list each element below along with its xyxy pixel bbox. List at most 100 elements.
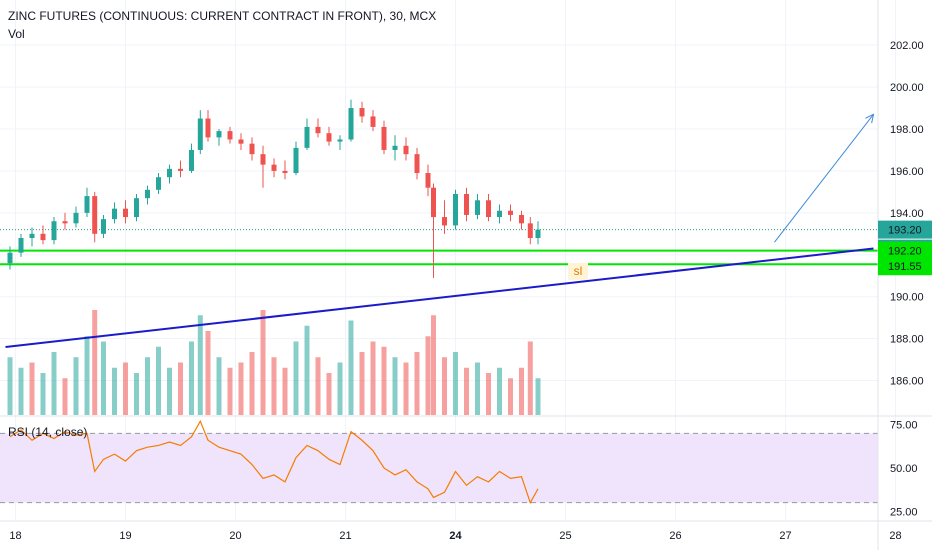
candle-body bbox=[381, 126, 387, 150]
volume-bar bbox=[326, 373, 332, 415]
rsi-tick-label: 25.00 bbox=[890, 506, 918, 518]
volume-bar bbox=[40, 373, 46, 415]
candle-body bbox=[92, 196, 98, 234]
candle-body bbox=[123, 208, 128, 218]
volume-bar bbox=[442, 357, 447, 415]
volume-bar bbox=[271, 357, 277, 415]
volume-bar bbox=[101, 341, 106, 415]
volume-bar bbox=[359, 352, 365, 415]
time-tick-label: 19 bbox=[119, 530, 131, 542]
volume-bar bbox=[51, 352, 57, 415]
volume-bar bbox=[392, 357, 398, 415]
volume-bar bbox=[167, 367, 172, 415]
price-tick-label: 190.00 bbox=[890, 292, 924, 304]
volume-bar bbox=[260, 310, 266, 415]
time-tick-label: 18 bbox=[9, 530, 21, 542]
candle-body bbox=[527, 223, 533, 239]
price-tick-label: 196.00 bbox=[890, 166, 924, 178]
candle-body bbox=[101, 219, 106, 234]
candle-body bbox=[238, 139, 244, 144]
candle-body bbox=[370, 116, 376, 127]
volume-bar bbox=[519, 367, 524, 415]
price-tick-label: 202.00 bbox=[890, 40, 924, 52]
candle-body bbox=[337, 139, 343, 142]
candle-body bbox=[508, 210, 513, 215]
candle-body bbox=[464, 193, 469, 215]
volume-bar bbox=[293, 341, 299, 415]
volume-bar bbox=[475, 362, 480, 415]
price-tick-label: 186.00 bbox=[890, 376, 924, 388]
volume-bar bbox=[304, 325, 310, 415]
candle-body bbox=[326, 133, 332, 142]
rsi-tick-label: 50.00 bbox=[890, 463, 918, 475]
time-tick-label: 25 bbox=[559, 530, 571, 542]
candle-body bbox=[519, 214, 524, 224]
candle-body bbox=[62, 221, 68, 224]
candle-body bbox=[205, 118, 211, 138]
volume-bar bbox=[315, 357, 321, 415]
price-tick-label: 200.00 bbox=[890, 82, 924, 94]
last-price-tag-bg bbox=[878, 220, 932, 239]
volume-bar bbox=[381, 346, 387, 415]
volume-bar bbox=[112, 367, 117, 415]
rsi-line bbox=[9, 419, 539, 505]
candle-body bbox=[51, 221, 57, 241]
volume-bar bbox=[414, 352, 420, 415]
candle-body bbox=[293, 147, 299, 174]
volume-bar bbox=[73, 357, 79, 415]
candle-body bbox=[18, 238, 24, 253]
candle-body bbox=[414, 154, 420, 174]
level-tag-bg bbox=[878, 257, 932, 276]
candle-body bbox=[486, 200, 491, 218]
price-tick-label: 198.00 bbox=[890, 124, 924, 136]
time-tick-label: 21 bbox=[339, 530, 351, 542]
volume-bar bbox=[464, 367, 469, 415]
volume-label: Vol bbox=[8, 27, 25, 41]
candle-body bbox=[453, 193, 458, 226]
time-tick-label: 28 bbox=[889, 530, 901, 542]
volume-bar bbox=[62, 378, 68, 415]
candle-body bbox=[189, 149, 194, 171]
volume-bar bbox=[497, 367, 502, 415]
candle-body bbox=[304, 126, 310, 148]
trendline bbox=[5, 247, 874, 349]
candle-body bbox=[392, 145, 398, 150]
price-tick-label: 188.00 bbox=[890, 334, 924, 346]
volume-bar bbox=[197, 315, 203, 415]
projection-arrow bbox=[774, 114, 874, 243]
time-tick-label: 20 bbox=[229, 530, 241, 542]
volume-bar bbox=[84, 336, 90, 415]
candle-body bbox=[216, 131, 222, 138]
volume-bar bbox=[249, 352, 255, 415]
candle-body bbox=[84, 196, 90, 213]
volume-bar bbox=[156, 346, 161, 415]
candle-body bbox=[260, 154, 266, 165]
rsi-band bbox=[0, 433, 878, 503]
rsi-tick-label: 75.00 bbox=[890, 420, 918, 432]
last-price-tag: 193.20 bbox=[888, 225, 922, 237]
candle-body bbox=[535, 229, 541, 239]
level-tag: 191.55 bbox=[888, 261, 922, 273]
volume-bar bbox=[453, 352, 458, 415]
candle-body bbox=[442, 217, 447, 226]
volume-bar bbox=[403, 362, 409, 415]
candle-body bbox=[167, 168, 172, 178]
candle-body bbox=[227, 131, 233, 140]
candle-body bbox=[7, 252, 13, 264]
candle-body bbox=[425, 173, 431, 188]
candle-body bbox=[271, 164, 277, 171]
candle-body bbox=[359, 108, 365, 117]
volume-bar bbox=[92, 310, 98, 415]
volume-bar bbox=[205, 331, 211, 415]
candle-body bbox=[112, 208, 117, 220]
chart-title: ZINC FUTURES (CONTINUOUS: CURRENT CONTRA… bbox=[8, 9, 437, 23]
volume-bar bbox=[370, 341, 376, 415]
candle-body bbox=[156, 177, 161, 190]
candle-body bbox=[145, 189, 150, 199]
candle-body bbox=[497, 210, 502, 218]
volume-series bbox=[7, 310, 541, 415]
volume-bar bbox=[145, 357, 150, 415]
candle-body bbox=[40, 233, 46, 241]
candle-body bbox=[475, 200, 480, 215]
